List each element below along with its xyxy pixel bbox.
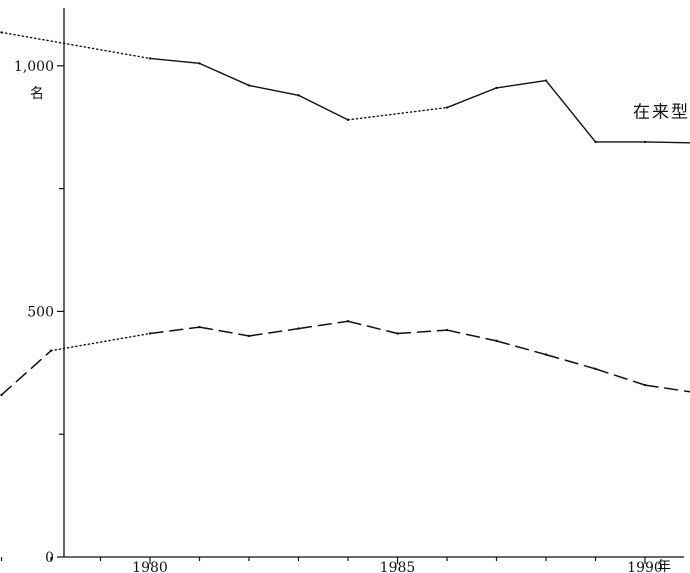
series-line-segment	[198, 326, 250, 337]
data-point	[297, 327, 300, 330]
data-point	[544, 353, 548, 356]
data-point	[445, 106, 449, 109]
chart-axes: 名 年	[30, 8, 684, 573]
data-point	[0, 393, 3, 397]
series-line-segment	[396, 329, 448, 335]
y-tick-label: 0	[45, 550, 54, 566]
x-tick-label: 1985	[380, 560, 416, 573]
data-point	[396, 332, 399, 335]
series-line-segment	[545, 353, 597, 370]
x-tick-label: 1980	[132, 560, 168, 573]
series-line-segment	[297, 94, 349, 121]
data-point	[346, 118, 350, 122]
series-line-segment	[198, 62, 250, 87]
series-line-segment	[248, 327, 300, 337]
data-point	[198, 62, 201, 65]
data-point	[0, 31, 3, 34]
series-line-segment	[248, 84, 300, 96]
data-point	[495, 339, 498, 343]
series-line-segment	[446, 87, 498, 109]
data-point	[148, 332, 152, 335]
series-line-segment	[495, 340, 547, 356]
data-point	[643, 383, 647, 387]
series-line-segment	[446, 329, 498, 342]
series-line-segment	[0, 31, 151, 60]
y-tick-label: 500	[27, 304, 54, 320]
data-point	[544, 79, 548, 82]
x-unit-label: 年	[657, 559, 671, 573]
data-point	[247, 334, 251, 338]
series-layer	[0, 31, 690, 397]
series-line-segment	[149, 57, 201, 65]
series-line-segment	[347, 106, 448, 121]
data-point	[445, 328, 449, 332]
series-line-segment	[297, 320, 349, 330]
data-point	[49, 349, 53, 352]
series-line-segment	[347, 320, 399, 335]
series-line-segment	[594, 368, 646, 386]
series-label: 在来型行商人	[633, 102, 690, 122]
data-point	[297, 94, 300, 97]
data-point	[643, 140, 647, 144]
y-tick-label: 1,000	[14, 59, 54, 75]
series-line-segment	[50, 332, 151, 352]
series-labels: 在来型行商人自動車営業者	[633, 102, 690, 122]
y-unit-label: 名	[30, 86, 44, 102]
series-1	[0, 31, 690, 144]
series-line-segment	[149, 326, 201, 335]
data-point	[594, 140, 597, 144]
x-tick-label: 1990	[627, 560, 663, 573]
data-point	[247, 84, 251, 87]
series-2	[0, 320, 690, 397]
data-point	[148, 57, 152, 60]
data-point	[346, 320, 350, 323]
series-line-segment	[644, 384, 690, 393]
series-line-segment	[545, 79, 597, 143]
series-line-segment	[495, 79, 547, 89]
data-point	[594, 367, 597, 371]
series-line-segment	[0, 349, 52, 396]
data-point	[495, 86, 498, 90]
data-point	[198, 325, 201, 329]
series-line-segment	[644, 141, 690, 144]
